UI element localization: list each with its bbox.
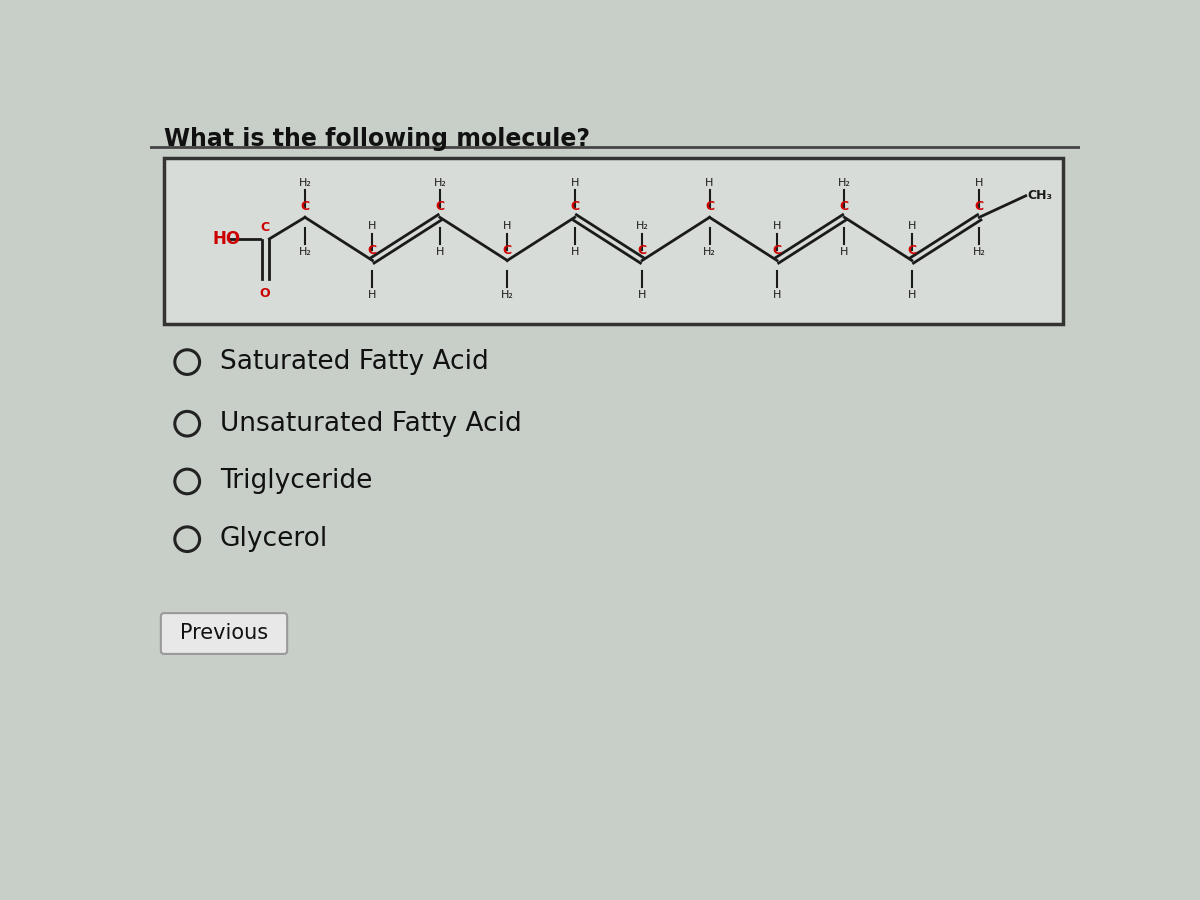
Text: H₂: H₂ [299, 247, 312, 256]
Text: H: H [368, 221, 377, 231]
Text: H₂: H₂ [703, 247, 716, 256]
Text: H₂: H₂ [838, 178, 851, 188]
Text: H₂: H₂ [299, 178, 312, 188]
Text: H₂: H₂ [973, 247, 985, 256]
Text: H: H [706, 178, 714, 188]
Text: C: C [840, 201, 848, 213]
Text: Saturated Fatty Acid: Saturated Fatty Acid [220, 349, 488, 375]
Text: C: C [704, 201, 714, 213]
Text: C: C [907, 244, 917, 256]
Text: CH₃: CH₃ [1027, 189, 1052, 202]
Text: H: H [503, 221, 511, 231]
FancyBboxPatch shape [161, 613, 287, 654]
Text: C: C [260, 221, 269, 234]
Text: H: H [840, 247, 848, 256]
Text: O: O [259, 286, 270, 300]
Text: H: H [976, 178, 984, 188]
Text: C: C [368, 244, 377, 256]
Text: C: C [503, 244, 512, 256]
Text: H₂: H₂ [500, 290, 514, 300]
Text: HO: HO [212, 230, 240, 248]
Text: H: H [368, 290, 377, 300]
Text: Glycerol: Glycerol [220, 526, 328, 553]
Text: C: C [974, 201, 984, 213]
Text: What is the following molecule?: What is the following molecule? [164, 127, 590, 151]
Text: H₂: H₂ [636, 221, 648, 231]
Text: C: C [300, 201, 310, 213]
Text: H: H [907, 221, 916, 231]
Text: H: H [907, 290, 916, 300]
Text: C: C [773, 244, 781, 256]
Text: H: H [436, 247, 444, 256]
Text: H: H [773, 290, 781, 300]
Text: H: H [638, 290, 647, 300]
Text: C: C [436, 201, 444, 213]
Text: Triglyceride: Triglyceride [220, 468, 372, 494]
Text: C: C [570, 201, 580, 213]
FancyBboxPatch shape [164, 158, 1063, 324]
Text: H: H [570, 178, 578, 188]
Text: H: H [773, 221, 781, 231]
Text: C: C [637, 244, 647, 256]
Text: Previous: Previous [180, 623, 268, 644]
Text: Unsaturated Fatty Acid: Unsaturated Fatty Acid [220, 410, 522, 436]
Text: H: H [570, 247, 578, 256]
Text: H₂: H₂ [433, 178, 446, 188]
